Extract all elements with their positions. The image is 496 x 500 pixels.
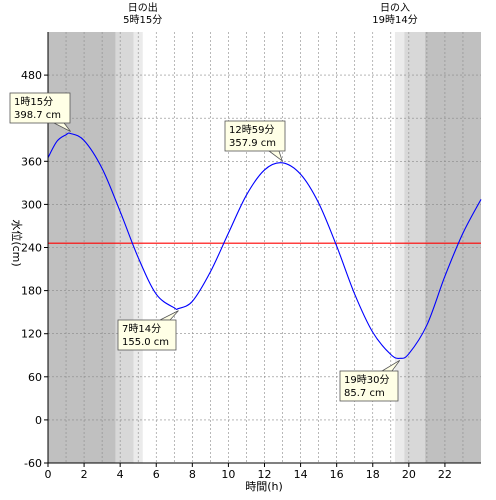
callout-box <box>224 120 286 152</box>
dusk-shade <box>394 32 405 463</box>
x-tick-label: 4 <box>117 468 124 481</box>
dawn-shade <box>133 32 143 463</box>
sun-event-time: 19時14分 <box>372 14 417 26</box>
extremum-callout: 1時15分 398.7 cm <box>9 92 71 132</box>
callout-value: 357.9 cm <box>229 138 276 149</box>
y-axis-label: 水位(cm) <box>10 219 24 266</box>
y-tick-label: 0 <box>35 414 42 427</box>
x-axis-label: 時間(h) <box>245 480 283 493</box>
x-tick-label: 18 <box>366 468 380 481</box>
y-tick-label: 480 <box>21 69 42 82</box>
callout-box <box>339 370 399 402</box>
extremum-callout: 19時30分 85.7 cm <box>339 359 401 402</box>
sun-event-time: 5時15分 <box>123 14 162 26</box>
x-tick-label: 8 <box>189 468 196 481</box>
callout-box <box>117 319 177 351</box>
y-tick-label: 240 <box>21 242 42 255</box>
callout-value: 85.7 cm <box>344 388 385 399</box>
x-tick-label: 14 <box>294 468 308 481</box>
grid <box>48 32 481 463</box>
x-tick-label: 0 <box>45 468 52 481</box>
callout-time: 1時15分 <box>14 96 53 108</box>
callout-value: 155.0 cm <box>122 337 169 348</box>
sun-event-label: 日の入 <box>380 3 410 14</box>
sun-event-label: 日の出 <box>128 1 158 14</box>
callout-time: 7時14分 <box>122 323 161 335</box>
callout-value: 398.7 cm <box>14 110 61 121</box>
x-tick-label: 10 <box>221 468 235 481</box>
x-tick-label: 16 <box>330 468 344 481</box>
extremum-callout: 12時59分 357.9 cm <box>224 120 286 162</box>
callout-box <box>9 92 71 124</box>
y-tick-label: 60 <box>28 371 42 384</box>
callout-time: 12時59分 <box>229 124 274 136</box>
x-tick-label: 6 <box>153 468 160 481</box>
y-tick-label: 300 <box>21 198 42 211</box>
y-tick-label: -60 <box>24 457 42 470</box>
x-tick-label: 2 <box>81 468 88 481</box>
x-tick-label: 12 <box>258 468 272 481</box>
tide-line <box>47 132 482 359</box>
tide-line-layer <box>47 132 482 359</box>
extremum-callout: 7時14分 155.0 cm <box>117 310 179 351</box>
y-tick-label: 360 <box>21 155 42 168</box>
y-tick-label: 180 <box>21 285 42 298</box>
extrema-annotations: 1時15分 398.7 cm 7時14分 155.0 cm 12時59分 357.9 cm… <box>9 92 401 402</box>
y-tick-label: 120 <box>21 328 42 341</box>
x-tick-label: 22 <box>438 468 452 481</box>
twilight-shade-evening <box>404 32 426 463</box>
x-tick-label: 20 <box>402 468 416 481</box>
callout-time: 19時30分 <box>344 374 389 386</box>
